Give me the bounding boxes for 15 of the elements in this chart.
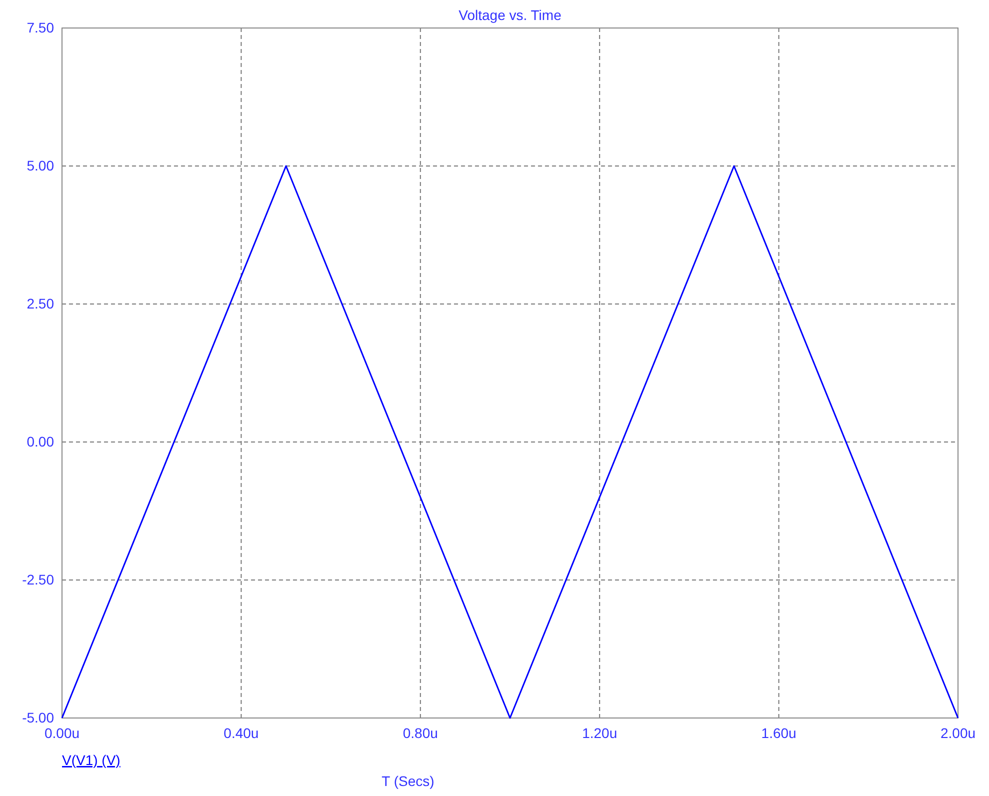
x-axis-title: T (Secs) [382,773,434,789]
y-tick-label: 2.50 [26,295,54,312]
x-tick-label: 2.00u [940,724,976,741]
y-tick-label: 7.50 [26,19,54,36]
x-tick-label: 1.60u [761,724,796,741]
x-tick-label: 0.80u [402,724,438,741]
y-tick-label: -5.00 [22,709,54,726]
x-tick-label: 0.40u [224,724,259,741]
x-tick-label: 1.20u [582,724,618,741]
chart-title: Voltage vs. Time [458,7,562,23]
y-tick-label: 0.00 [26,433,54,450]
y-tick-label: 5.00 [26,157,54,174]
text: V(V1) (V) [62,752,120,768]
y-tick-label: -2.50 [22,571,54,588]
x-tick-label: 0.00u [44,724,80,741]
